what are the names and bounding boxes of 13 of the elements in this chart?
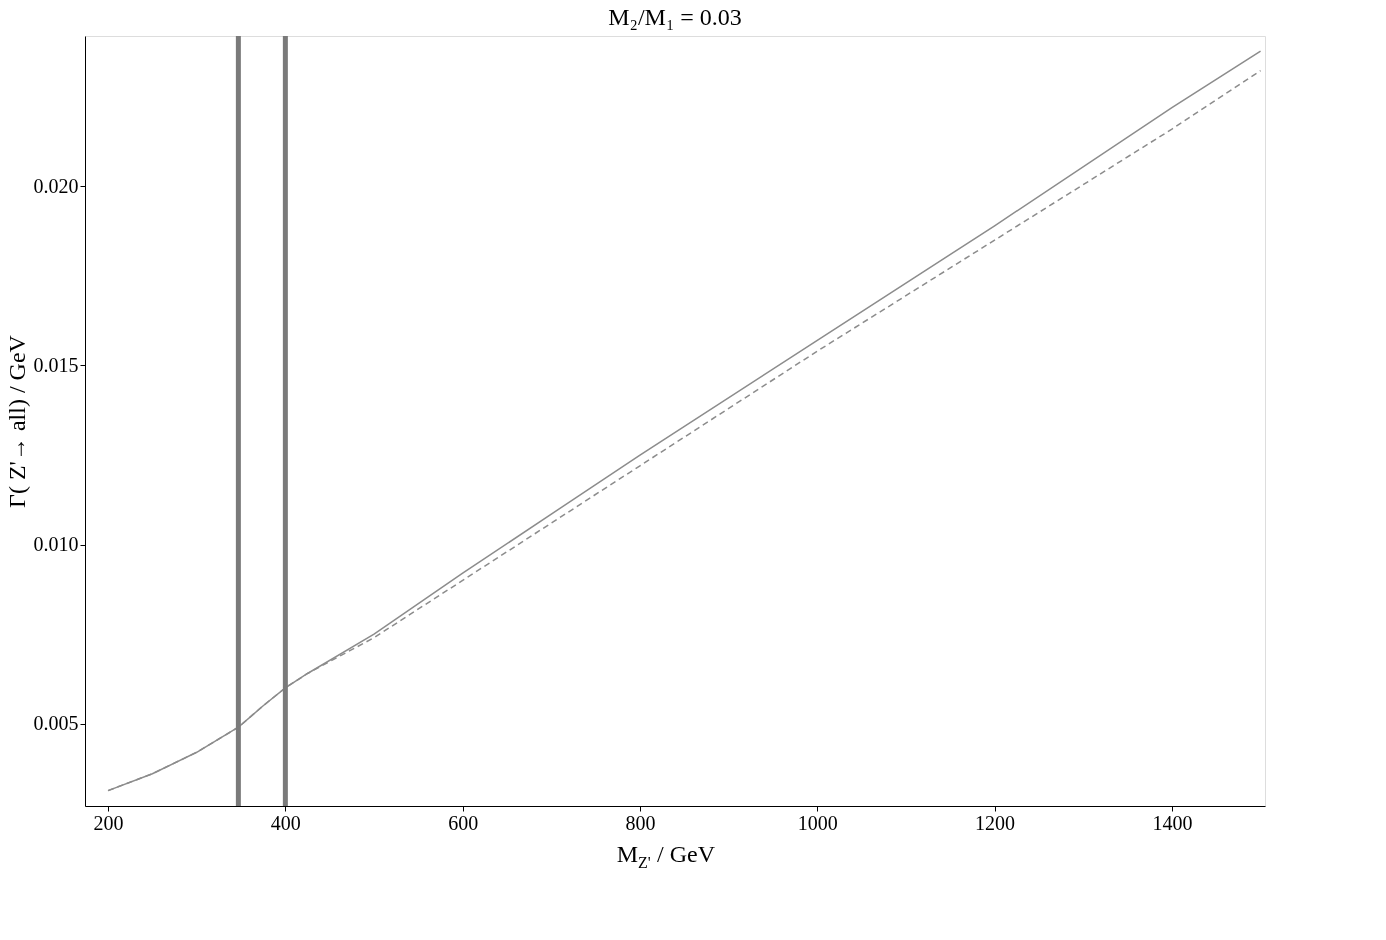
y-tick-label: 0.020 [33,174,79,197]
x-tick-label: 1000 [797,811,838,834]
x-tick-label: 600 [448,811,479,834]
y-tick-label: 0.005 [33,712,79,735]
x-tick-label: 400 [270,811,301,834]
x-tick-label: 800 [625,811,656,834]
chart-title: M₂/M₁ = 0.03 [608,3,742,30]
y-axis-title: Γ( Z'→ all) / GeV [3,334,30,508]
x-tick-label: 1400 [1152,811,1193,834]
x-tick-label: 1200 [975,811,1016,834]
x-tick-label: 200 [93,811,124,834]
y-tick-label: 0.015 [33,353,79,376]
y-tick-label: 0.010 [33,533,79,556]
